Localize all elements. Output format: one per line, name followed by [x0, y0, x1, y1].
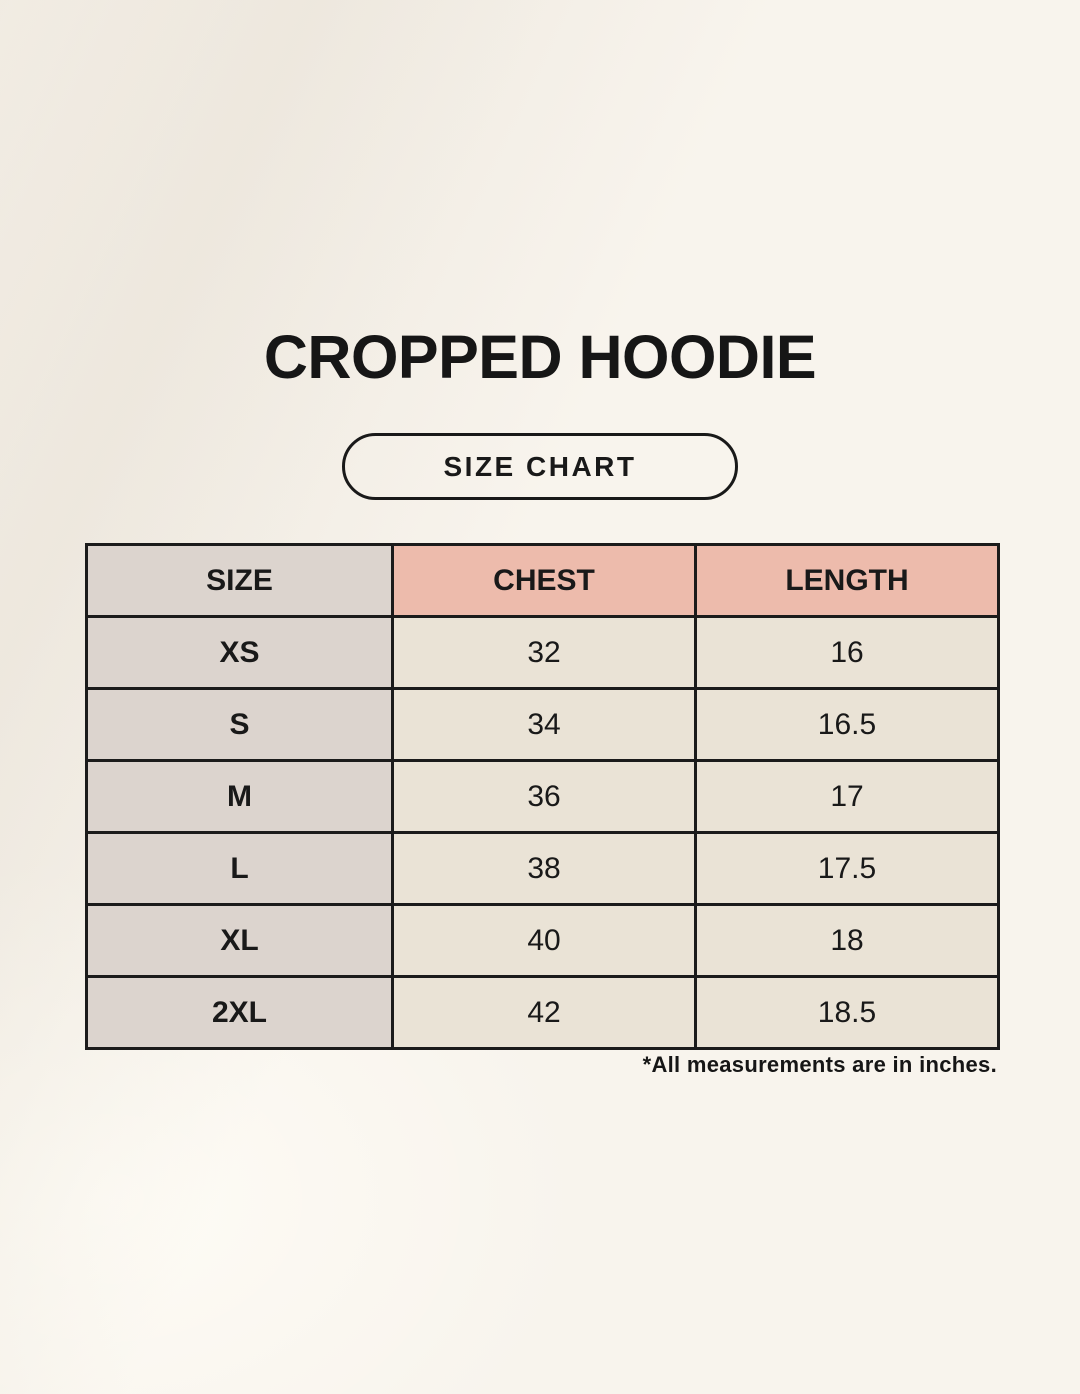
size-label: 2XL — [85, 975, 394, 1050]
size-label: XS — [85, 615, 394, 690]
table-row: L 38 17.5 — [85, 831, 1000, 906]
chest-value: 42 — [391, 975, 697, 1050]
table-row: 2XL 42 18.5 — [85, 975, 1000, 1050]
size-chart-button-label: SIZE CHART — [443, 450, 637, 482]
length-value: 17 — [694, 759, 1000, 834]
size-label: S — [85, 687, 394, 762]
size-table: SIZE CHEST LENGTH XS 32 16 S 34 16.5 M 3… — [85, 543, 1000, 1050]
size-chart-button[interactable]: SIZE CHART — [342, 433, 738, 500]
chest-value: 36 — [391, 759, 697, 834]
length-value: 18 — [694, 903, 1000, 978]
table-row: S 34 16.5 — [85, 687, 1000, 762]
chest-value: 34 — [391, 687, 697, 762]
chest-value: 38 — [391, 831, 697, 906]
column-header-chest: CHEST — [391, 543, 697, 618]
column-header-size: SIZE — [85, 543, 394, 618]
footnote: *All measurements are in inches. — [642, 1052, 997, 1077]
page-title: CROPPED HOODIE — [263, 323, 817, 391]
table-row: XS 32 16 — [85, 615, 1000, 690]
table-header-row: SIZE CHEST LENGTH — [85, 543, 1000, 618]
table-row: M 36 17 — [85, 759, 1000, 834]
size-label: M — [85, 759, 394, 834]
size-label: L — [85, 831, 394, 906]
column-header-length: LENGTH — [694, 543, 1000, 618]
table-row: XL 40 18 — [85, 903, 1000, 978]
length-value: 16 — [694, 615, 1000, 690]
chest-value: 40 — [391, 903, 697, 978]
size-label: XL — [85, 903, 394, 978]
length-value: 16.5 — [694, 687, 1000, 762]
length-value: 17.5 — [694, 831, 1000, 906]
length-value: 18.5 — [694, 975, 1000, 1050]
chest-value: 32 — [391, 615, 697, 690]
